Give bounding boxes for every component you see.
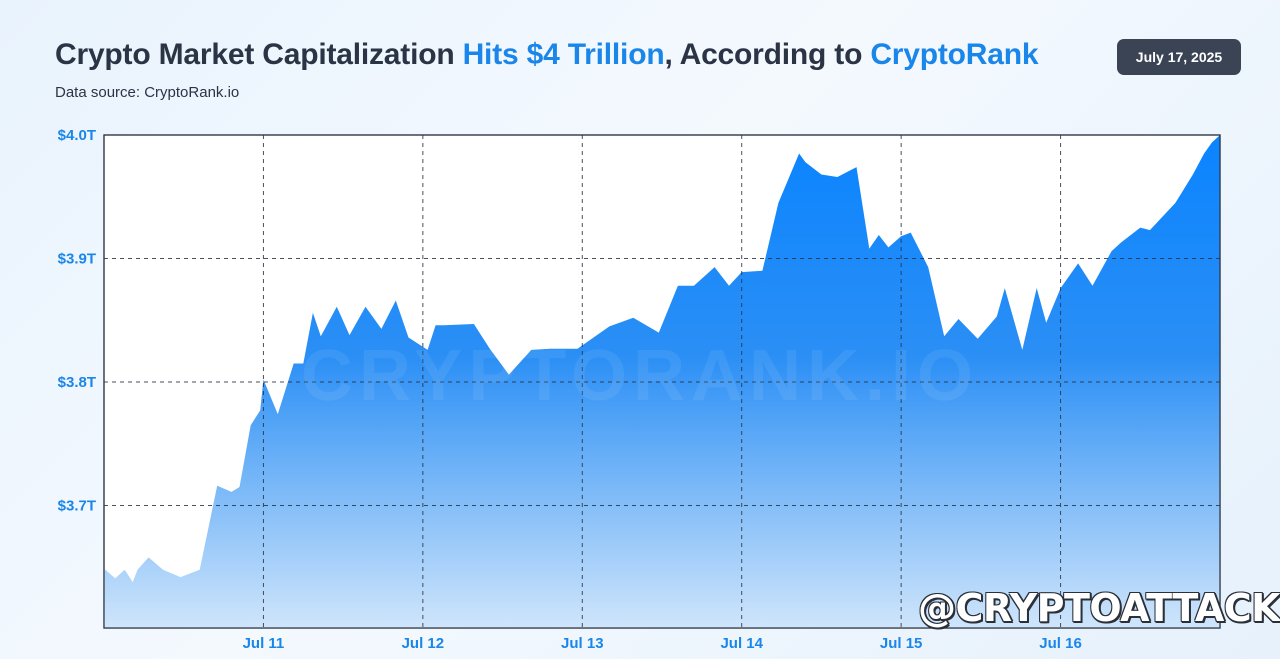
x-tick-label: Jul 15 [880,635,923,652]
plot-border [103,134,1221,629]
watermark-text: CRYPTORANK.IO [301,336,979,416]
y-tick-label: $4.0T [58,127,96,144]
x-tick-label: Jul 11 [243,635,285,652]
y-tick-label: $3.7T [58,498,96,515]
title-highlight-2: CryptoRank [870,38,1039,71]
x-tick-label: Jul 16 [1039,635,1082,652]
chart-title: Crypto Market Capitalization Hits $4 Tri… [55,38,1039,72]
market-cap-area [104,135,1220,628]
x-tick-label: Jul 13 [561,635,604,652]
y-tick-label: $3.8T [58,374,96,391]
data-source: Data source: CryptoRank.io [55,84,240,101]
title-part-1: Crypto Market Capitalization [55,38,463,71]
title-highlight-1: Hits $4 Trillion [462,38,665,71]
x-tick-label: Jul 14 [720,635,763,652]
y-tick-label: $3.9T [58,251,96,268]
title-part-2: , According to [664,38,871,71]
watermark-handle: @CRYPTOATTACK [918,586,1280,630]
date-badge: July 17, 2025 [1117,39,1241,75]
x-tick-label: Jul 12 [402,635,445,652]
